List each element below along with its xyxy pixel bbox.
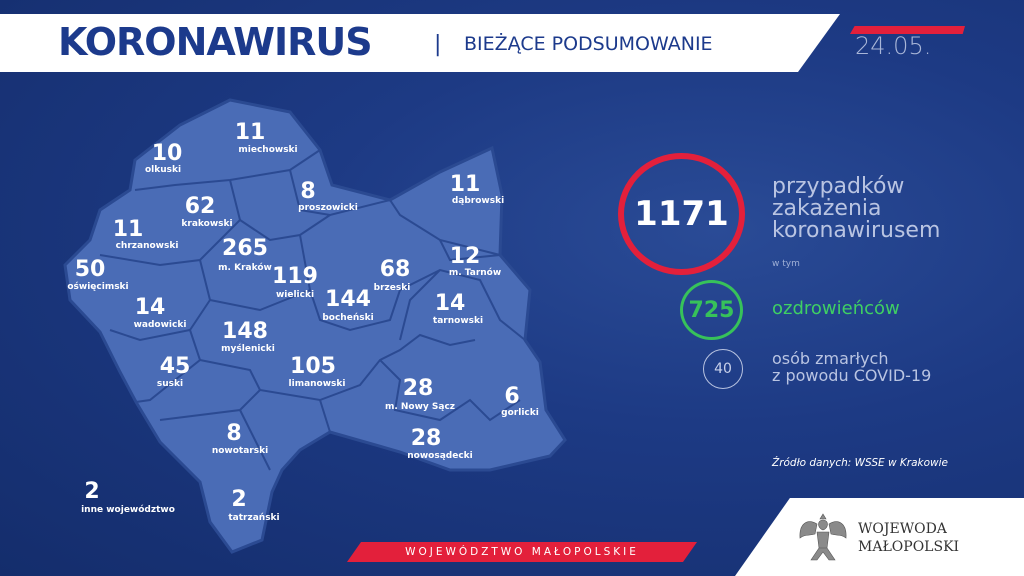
- district-label: myślenicki: [221, 344, 275, 354]
- district-value: 11: [234, 120, 266, 145]
- district-value: 8: [226, 421, 242, 446]
- district-value: 14: [434, 291, 466, 316]
- total-cases-circle: 1171: [618, 153, 745, 275]
- district-label: nowosądecki: [407, 451, 473, 461]
- district-label: m. Tarnów: [448, 268, 502, 278]
- deaths-label: osób zmarłych z powodu COVID-19: [772, 350, 931, 384]
- district-label: m. Kraków: [218, 263, 272, 273]
- deaths-label-line: osób zmarłych: [772, 349, 889, 368]
- district-label: suski: [156, 379, 184, 389]
- district-value: 8: [300, 179, 316, 204]
- district-label: krakowski: [181, 219, 233, 229]
- district-value: 12: [449, 244, 481, 269]
- district-value: 2: [231, 487, 247, 512]
- district-value: 62: [184, 194, 216, 219]
- deaths-circle: 40: [703, 349, 743, 389]
- district-label: nowotarski: [211, 446, 269, 456]
- district-label: wadowicki: [133, 320, 187, 330]
- logo-line: MAŁOPOLSKI: [858, 539, 960, 555]
- page-title: KORONAWIRUS: [58, 20, 373, 64]
- data-source: Źródło danych: WSSE w Krakowie: [772, 457, 948, 469]
- date: 24.05.: [855, 32, 932, 60]
- district-value: 10: [151, 141, 183, 166]
- district-label: bocheński: [322, 313, 374, 323]
- district-value: 148: [222, 319, 268, 344]
- map-outline: [63, 98, 567, 554]
- recovered-label: ozdrowieńców: [772, 298, 900, 319]
- including-label: w tym: [772, 259, 800, 269]
- district-label: wielicki: [275, 290, 315, 300]
- district-value: 6: [504, 384, 520, 409]
- footer-band: [735, 498, 1024, 576]
- district-label: oświęcimski: [67, 282, 129, 292]
- cases-label-line: zakażenia: [772, 196, 882, 221]
- district-value: 50: [74, 257, 106, 282]
- district-value: 265: [222, 236, 268, 261]
- district-label: tarnowski: [432, 316, 484, 326]
- district-value: 105: [290, 354, 336, 379]
- district-label: olkuski: [144, 165, 182, 175]
- district-value: 28: [402, 376, 434, 401]
- district-value: 45: [159, 354, 191, 379]
- eagle-emblem-icon: [799, 513, 847, 561]
- district-value: 28: [410, 426, 442, 451]
- district-label: gorlicki: [501, 408, 539, 418]
- title-separator: |: [434, 32, 442, 57]
- district-value: 119: [272, 264, 318, 289]
- cases-label-line: koronawirusem: [772, 218, 941, 243]
- district-value: 68: [379, 257, 411, 282]
- region-banner: WOJEWÓDZTWO MAŁOPOLSKIE: [347, 542, 697, 562]
- district-label: inne województwo: [81, 505, 175, 515]
- district-value: 11: [449, 172, 481, 197]
- district-value: 2: [84, 479, 100, 504]
- red-stripe: [850, 26, 965, 34]
- recovered-circle: 725: [680, 280, 743, 340]
- district-label: proszowicki: [298, 203, 358, 213]
- district-borders: [99, 149, 526, 471]
- district-label: limanowski: [288, 379, 346, 389]
- header-band: [0, 14, 840, 72]
- district-label: tatrzański: [228, 513, 280, 523]
- deaths-label-line: z powodu COVID-19: [772, 366, 932, 385]
- cases-label-line: przypadków: [772, 174, 905, 199]
- district-label: chrzanowski: [115, 241, 179, 251]
- district-value: 14: [134, 295, 166, 320]
- district-label: m. Nowy Sącz: [384, 402, 456, 412]
- district-label: miechowski: [238, 145, 298, 155]
- district-value: 144: [325, 287, 371, 312]
- logo-line: WOJEWODA: [858, 521, 947, 537]
- total-cases-label: przypadków zakażenia koronawirusem: [772, 176, 940, 242]
- wojewoda-logo-text: WOJEWODA MAŁOPOLSKI: [858, 520, 959, 556]
- page-subtitle: BIEŻĄCE PODSUMOWANIE: [464, 33, 713, 55]
- district-label: dąbrowski: [451, 196, 505, 206]
- district-value: 11: [112, 217, 144, 242]
- district-label: brzeski: [373, 283, 411, 293]
